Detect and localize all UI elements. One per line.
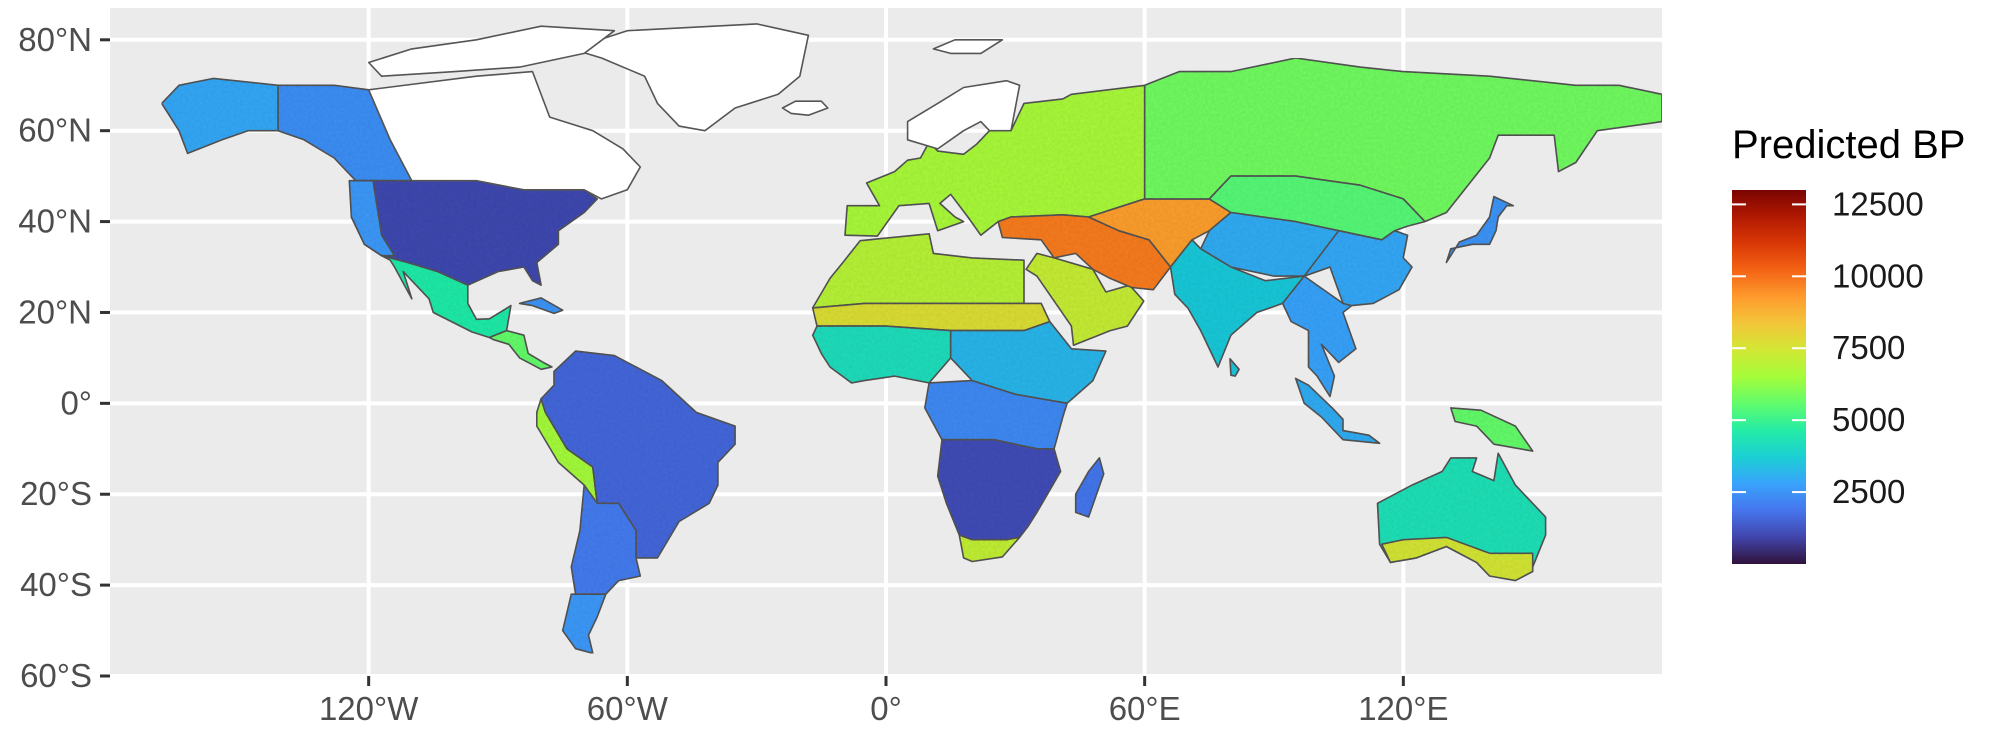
colorbar-label: 5000 xyxy=(1832,401,1905,438)
no-data-canadian-shield xyxy=(367,70,642,200)
no-data-greenland xyxy=(570,23,810,132)
colorbar-ticks: 12500 10000 7500 5000 2500 xyxy=(1732,185,1924,510)
no-data-land xyxy=(367,23,1021,200)
region-cuba xyxy=(518,297,564,315)
land-regions xyxy=(160,57,1663,655)
region-central-america xyxy=(488,329,553,371)
region-us-west-coast xyxy=(348,179,396,257)
region-west-africa xyxy=(811,325,952,384)
region-india xyxy=(1169,239,1305,368)
no-data-svalbard xyxy=(932,38,1004,55)
colorbar-label: 7500 xyxy=(1832,329,1905,366)
legend: Predicted BP 12500 10000 7500 5000 2500 xyxy=(1732,123,1965,564)
lat-tick-label: 60°N xyxy=(18,112,92,149)
region-amazon-and-brazil xyxy=(540,350,736,559)
region-madagascar xyxy=(1074,457,1105,518)
no-data-scandinavia xyxy=(906,79,1021,150)
lon-tick-label: 60°E xyxy=(1109,690,1181,727)
lon-tick-label: 0° xyxy=(870,690,902,727)
colorbar-label: 12500 xyxy=(1832,185,1924,222)
lat-tick-label: 60°S xyxy=(20,657,92,694)
colorbar-label: 10000 xyxy=(1832,257,1924,294)
region-sri-lanka xyxy=(1229,357,1240,377)
region-southern-south-america xyxy=(570,484,642,596)
lon-tick-label: 60°W xyxy=(587,690,669,727)
colorbar xyxy=(1732,190,1806,564)
region-south-australia-coast xyxy=(1381,536,1534,582)
region-sahel xyxy=(949,320,1107,405)
axes: 80°N 60°N 40°N 20°N 0° 20°S 40°S 60°S 120°W 60°W 0… xyxy=(18,21,1448,727)
region-southern-africa xyxy=(936,438,1062,541)
no-data-arctic-islands xyxy=(367,25,616,77)
lat-tick-label: 40°N xyxy=(18,203,92,240)
region-indonesia xyxy=(1294,377,1381,445)
lat-tick-label: 80°N xyxy=(18,21,92,58)
lon-tick-label: 120°W xyxy=(319,690,419,727)
region-south-africa-cape xyxy=(958,534,1021,563)
region-south-china xyxy=(1303,229,1413,307)
region-patagonia xyxy=(561,593,607,655)
lat-tick-label: 0° xyxy=(60,384,92,421)
region-southeast-asia xyxy=(1281,275,1357,398)
lat-tick-label: 20°S xyxy=(20,475,92,512)
lon-tick-label: 120°E xyxy=(1358,690,1448,727)
lat-tick-label: 20°N xyxy=(18,293,92,330)
region-new-guinea xyxy=(1450,407,1534,452)
colorbar-label: 2500 xyxy=(1832,473,1905,510)
region-alaska xyxy=(160,77,279,155)
no-data-iceland xyxy=(781,100,829,116)
region-japan xyxy=(1445,195,1515,264)
legend-title: Predicted BP xyxy=(1732,123,1965,167)
lat-tick-label: 40°S xyxy=(20,566,92,603)
